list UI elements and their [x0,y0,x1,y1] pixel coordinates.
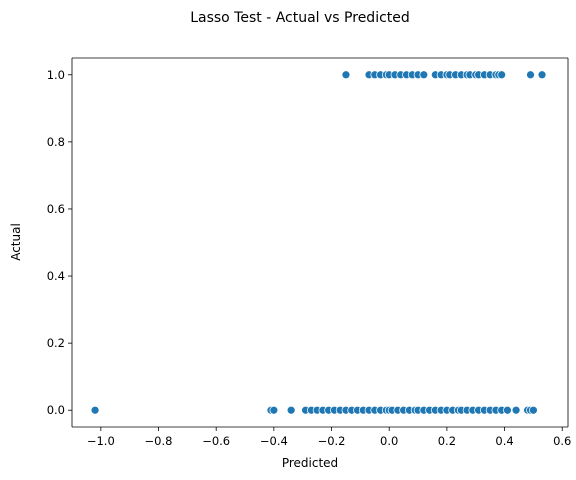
data-point [497,70,507,80]
y-tick-label: 0.4 [47,269,65,283]
y-tick-label: 1.0 [47,68,65,82]
chart-title: Lasso Test - Actual vs Predicted [190,10,410,26]
y-axis-ticks: 0.0 0.2 0.4 0.6 0.8 1.0 [47,68,72,417]
y-tick-label: 0.6 [47,202,65,216]
x-axis-ticks: −1.0 −0.8 −0.6 −0.4 −0.2 0.0 0.2 0.4 0.6 [87,427,571,448]
x-tick-label: 0.0 [380,434,398,448]
x-tick-label: −0.8 [145,434,173,448]
y-tick-label: 0.0 [47,403,65,417]
x-tick-label: −0.4 [260,434,288,448]
x-tick-label: −0.6 [202,434,230,448]
y-tick-label: 0.2 [47,336,65,350]
data-point [503,405,512,415]
x-tick-label: −0.2 [318,434,346,448]
data-point [90,405,100,415]
x-tick-label: 0.2 [438,434,456,448]
x-tick-label: 0.6 [553,434,571,448]
x-axis-label: Predicted [282,456,338,470]
y-tick-label: 0.8 [47,135,65,149]
x-tick-label: −1.0 [87,434,115,448]
data-point [419,70,429,80]
data-point [269,405,279,415]
data-point [511,405,521,415]
data-point [341,70,351,80]
data-point [526,70,535,80]
points-layer [90,70,547,415]
data-point [537,70,547,80]
data-point [529,405,538,415]
x-tick-label: 0.4 [495,434,513,448]
data-point [286,405,296,415]
y-axis-label: Actual [9,223,23,261]
